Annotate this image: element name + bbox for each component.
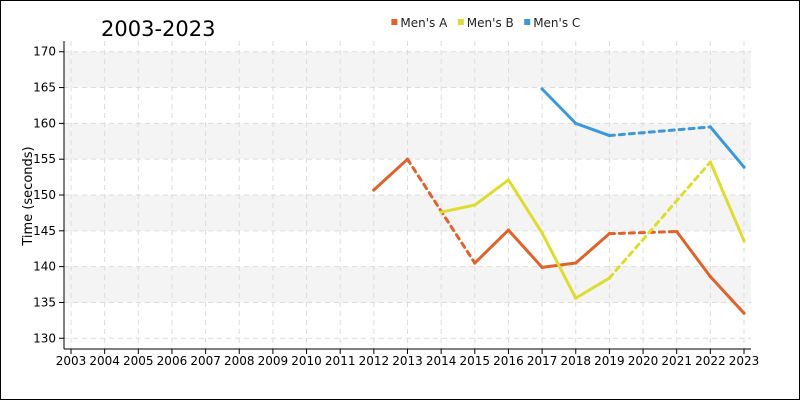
x-tick-label: 2005	[123, 354, 154, 368]
data-point	[372, 188, 376, 192]
legend-label: Men's B	[467, 16, 514, 30]
x-tick-label: 2008	[224, 354, 255, 368]
data-point	[742, 239, 746, 243]
x-tick-label: 2021	[661, 354, 692, 368]
x-tick-label: 2020	[628, 354, 659, 368]
series-segment	[506, 178, 544, 235]
data-point	[708, 275, 712, 279]
legend-swatch	[391, 19, 398, 25]
x-tick-label: 2019	[594, 354, 625, 368]
series-segment-dashed	[607, 125, 712, 138]
series-segment	[473, 178, 510, 207]
series-segment	[708, 275, 746, 315]
y-tick-label: 160	[33, 116, 56, 130]
y-tick-label: 155	[33, 152, 56, 166]
series-segment	[708, 125, 746, 169]
x-tick-label: 2022	[695, 354, 726, 368]
legend-item: Men's C	[524, 16, 580, 30]
data-point	[742, 165, 746, 169]
series-group	[439, 160, 746, 300]
y-tick-label: 145	[33, 224, 56, 238]
data-point	[540, 231, 544, 235]
data-point	[574, 121, 578, 125]
series-segment	[708, 160, 746, 243]
series-segment-dashed	[607, 160, 712, 280]
x-tick-label: 2004	[89, 354, 120, 368]
legend-item: Men's B	[457, 16, 514, 30]
x-tick-label: 2012	[359, 354, 390, 368]
series-segment	[506, 228, 544, 269]
data-point	[607, 232, 612, 236]
legend-label: Men's A	[400, 16, 448, 30]
y-tick-label: 150	[33, 188, 56, 202]
series-segment	[439, 203, 477, 214]
series-lines	[372, 87, 746, 315]
data-point	[574, 261, 578, 265]
y-tick-label: 135	[33, 295, 56, 309]
data-point	[708, 125, 712, 129]
x-tick-label: 2011	[325, 354, 356, 368]
series-segment	[540, 87, 578, 125]
data-point	[708, 160, 712, 164]
series-segment	[540, 231, 578, 300]
x-tick-label: 2015	[460, 354, 491, 368]
x-tick-label: 2017	[527, 354, 558, 368]
x-tick-label: 2016	[493, 354, 524, 368]
y-axis-label: Time (seconds)	[21, 146, 36, 246]
data-point	[607, 133, 612, 138]
data-point	[742, 311, 746, 315]
series-group	[540, 87, 746, 169]
x-tick-label: 2006	[157, 354, 188, 368]
legend-swatch	[457, 19, 464, 25]
x-tick-label: 2018	[560, 354, 591, 368]
series-segment	[574, 232, 611, 265]
chart-title: 2003-2023	[101, 17, 215, 41]
x-tick-label: 2014	[426, 354, 457, 368]
series-segment	[574, 121, 611, 138]
data-point	[506, 178, 511, 182]
data-point	[574, 296, 578, 300]
data-point	[473, 203, 477, 207]
x-tick-label: 2013	[392, 354, 423, 368]
y-tick-label: 140	[33, 260, 56, 274]
legend-label: Men's C	[533, 16, 580, 30]
data-point	[506, 228, 511, 232]
legend-swatch	[524, 19, 531, 25]
x-tick-label: 2023	[729, 354, 760, 368]
x-tick-label: 2003	[56, 354, 87, 368]
series-segment	[574, 276, 611, 300]
legend-item: Men's A	[391, 16, 448, 30]
data-point	[405, 157, 410, 161]
data-point	[675, 229, 679, 234]
x-tick-label: 2009	[258, 354, 289, 368]
y-tick-label: 130	[33, 331, 56, 345]
series-segment	[473, 228, 510, 265]
legend: Men's A Men's B Men's C	[391, 16, 580, 30]
x-tick-label: 2010	[291, 354, 322, 368]
series-segment	[372, 157, 409, 192]
data-point	[439, 210, 443, 214]
data-point	[473, 261, 477, 265]
grid-lines	[64, 41, 751, 349]
series-segment	[675, 230, 712, 279]
data-point	[607, 276, 612, 280]
series-segment-dashed	[607, 230, 679, 236]
x-tick-label: 2007	[190, 354, 221, 368]
y-tick-label: 165	[33, 81, 56, 95]
data-point	[540, 265, 544, 269]
y-tick-label: 170	[33, 45, 56, 59]
data-point	[540, 87, 544, 91]
